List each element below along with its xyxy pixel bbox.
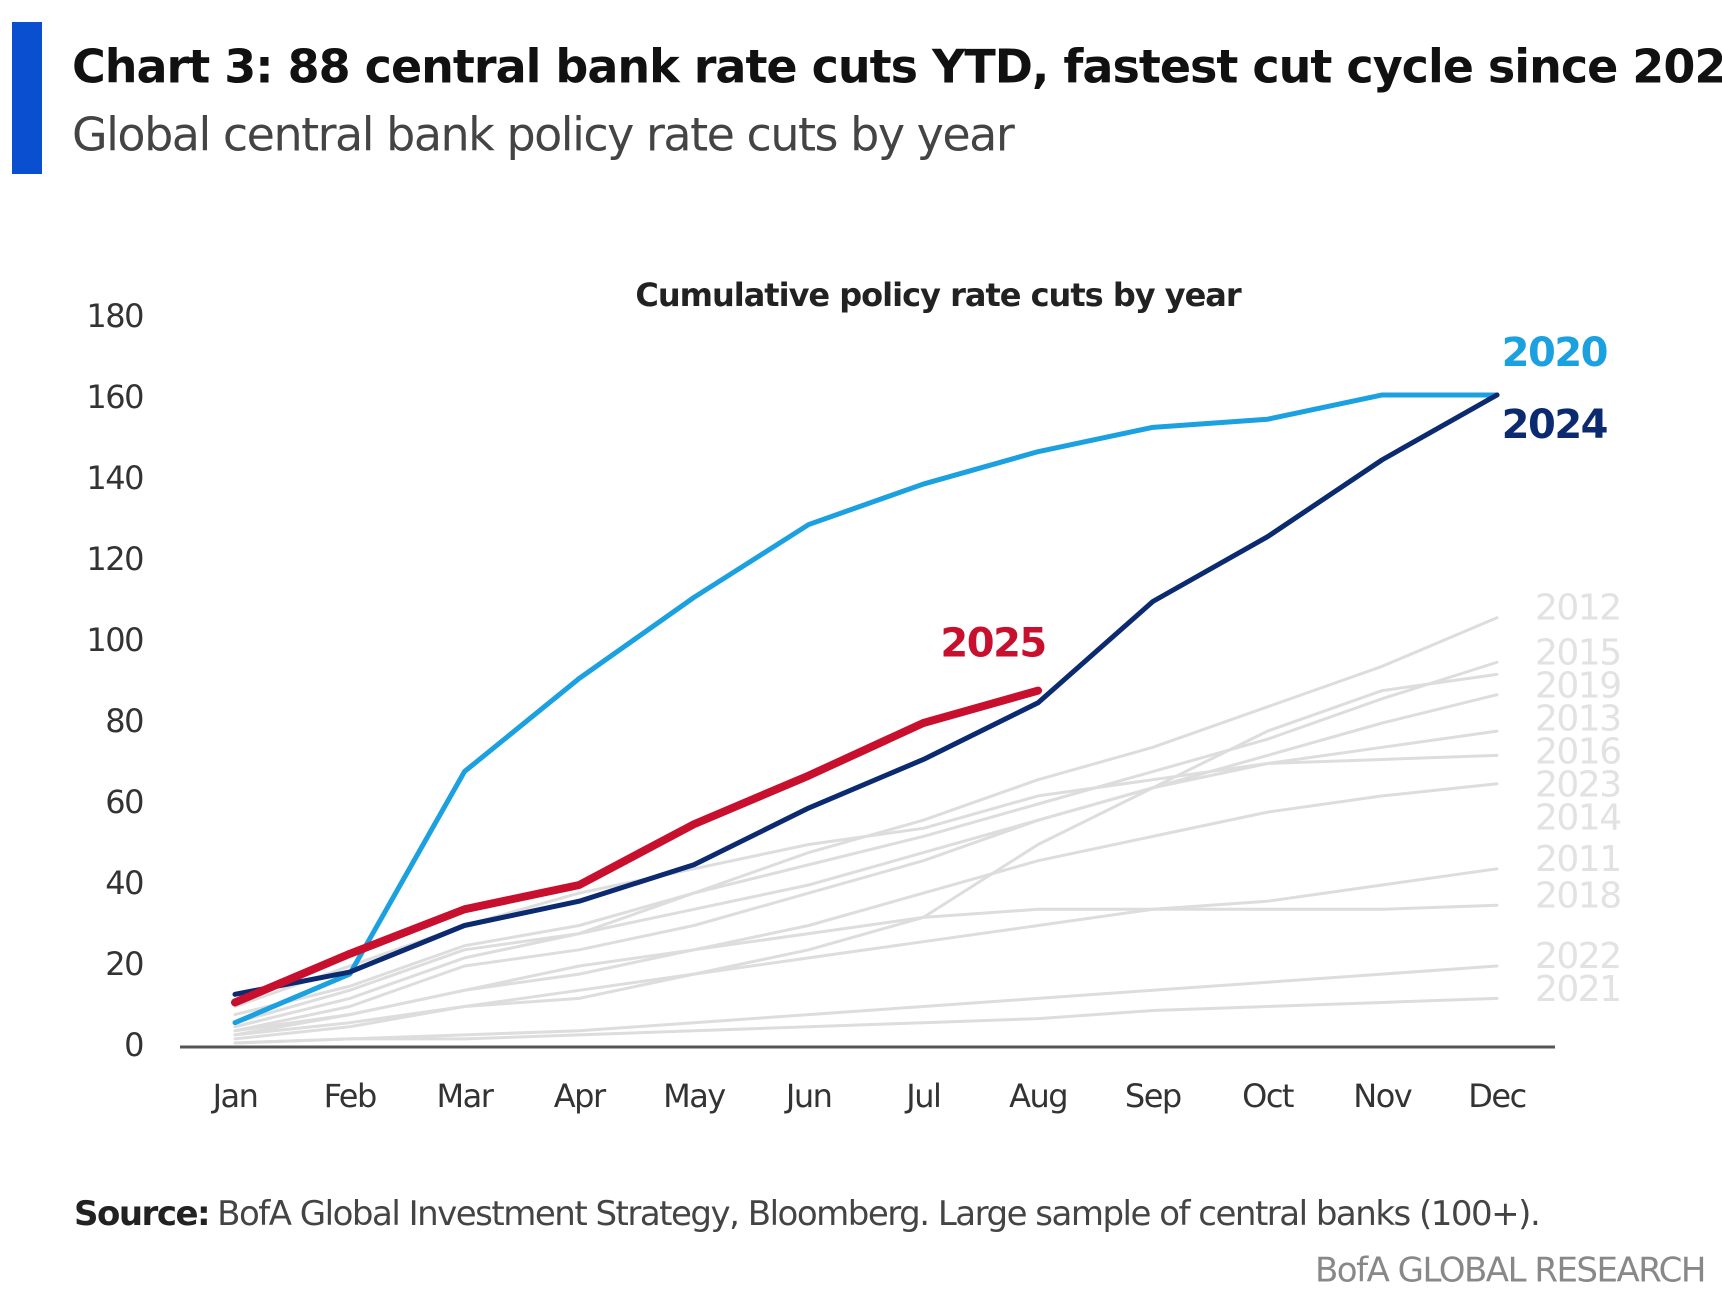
series-line bbox=[231, 686, 1043, 1007]
chart-title: Chart 3: 88 central bank rate cuts YTD, … bbox=[72, 40, 1722, 94]
series-label: 2011 bbox=[1535, 839, 1621, 880]
series-line bbox=[233, 903, 1499, 1033]
series-label: 2016 bbox=[1535, 731, 1621, 772]
series-label: 2015 bbox=[1535, 632, 1621, 673]
x-tick-label: Jun bbox=[784, 1077, 832, 1115]
source: Source: BofA Global Investment Strategy, … bbox=[74, 1194, 1539, 1234]
x-tick-label: Feb bbox=[324, 1077, 376, 1115]
series-line bbox=[233, 753, 1499, 1008]
accent-bar bbox=[12, 22, 42, 174]
x-tick-label: Mar bbox=[437, 1077, 495, 1115]
x-tick-label: Jan bbox=[211, 1077, 258, 1115]
series-label: 2014 bbox=[1535, 797, 1621, 838]
series-line bbox=[233, 729, 1499, 1033]
x-tick-label: Apr bbox=[554, 1077, 607, 1115]
series-line bbox=[233, 996, 1499, 1045]
footer: BofA GLOBAL RESEARCH bbox=[1315, 1251, 1705, 1291]
series-line bbox=[232, 392, 1500, 1026]
series-line bbox=[232, 392, 1500, 997]
series-label: 2025 bbox=[940, 621, 1045, 667]
y-tick-label: 160 bbox=[86, 378, 143, 416]
series-label: 2022 bbox=[1535, 936, 1621, 977]
series-label: 2013 bbox=[1535, 698, 1621, 739]
series-line bbox=[233, 867, 1499, 1041]
y-tick-label: 120 bbox=[86, 540, 143, 578]
y-tick-label: 0 bbox=[124, 1026, 143, 1064]
x-tick-label: Oct bbox=[1242, 1077, 1294, 1115]
y-tick-label: 80 bbox=[105, 702, 143, 740]
series-line bbox=[233, 693, 1499, 1025]
x-tick-label: Sep bbox=[1125, 1077, 1181, 1115]
series-line bbox=[233, 964, 1499, 1045]
x-tick-label: Nov bbox=[1353, 1077, 1412, 1115]
inner-title: Cumulative policy rate cuts by year bbox=[635, 276, 1242, 314]
x-tick-label: Aug bbox=[1009, 1077, 1067, 1115]
series-label: 2023 bbox=[1535, 764, 1621, 805]
x-tick-label: Jul bbox=[904, 1077, 940, 1115]
series-label: 2019 bbox=[1535, 665, 1621, 706]
y-tick-label: 140 bbox=[86, 459, 143, 497]
source-text: BofA Global Investment Strategy, Bloombe… bbox=[217, 1194, 1539, 1234]
series-label: 2021 bbox=[1535, 969, 1621, 1010]
y-tick-label: 40 bbox=[105, 864, 143, 902]
series-label: 2024 bbox=[1502, 402, 1607, 448]
chart-subtitle: Global central bank policy rate cuts by … bbox=[72, 108, 1015, 162]
series-label: 2020 bbox=[1502, 330, 1607, 376]
y-tick-label: 100 bbox=[86, 621, 143, 659]
x-tick-label: Dec bbox=[1468, 1077, 1525, 1115]
y-tick-label: 20 bbox=[105, 945, 143, 983]
y-tick-label: 180 bbox=[86, 297, 143, 335]
y-tick-label: 60 bbox=[105, 783, 143, 821]
source-label: Source: bbox=[74, 1194, 209, 1234]
series-label: 2018 bbox=[1535, 875, 1621, 916]
x-tick-label: May bbox=[663, 1077, 725, 1115]
series-label: 2012 bbox=[1535, 588, 1621, 629]
series-line bbox=[233, 660, 1499, 1017]
